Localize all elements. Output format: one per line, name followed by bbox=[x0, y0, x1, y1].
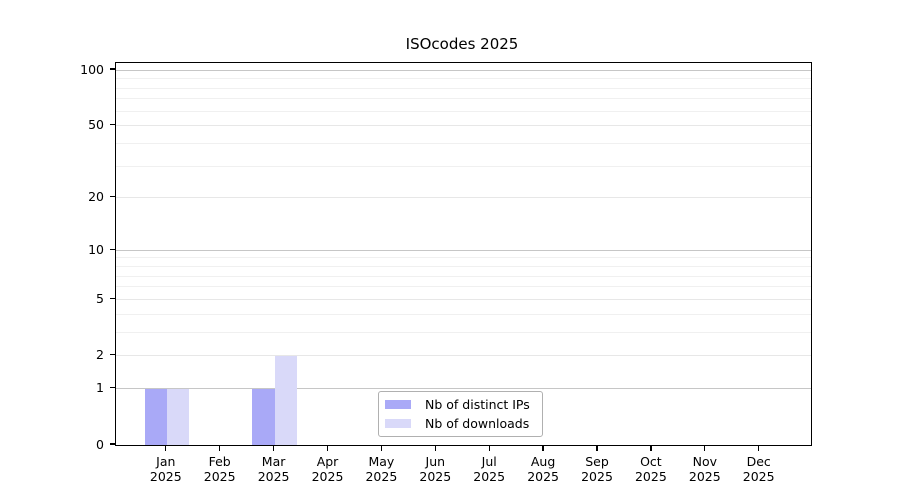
x-tick-month: Aug bbox=[530, 454, 556, 469]
y-gridline-minor bbox=[115, 286, 811, 288]
y-gridline-minor bbox=[115, 313, 811, 315]
x-tick-year: 2025 bbox=[365, 469, 398, 484]
legend-entry: Nb of distinct IPs bbox=[385, 397, 536, 412]
x-tick-mark bbox=[542, 445, 544, 451]
y-tick-mark bbox=[109, 123, 115, 126]
y-gridline-minor bbox=[115, 78, 811, 80]
y-tick-mark bbox=[109, 387, 115, 389]
x-tick-mark bbox=[272, 445, 275, 451]
x-tick-month: Jan bbox=[156, 454, 176, 469]
x-tick-month: Feb bbox=[208, 454, 231, 469]
x-tick-year: 2025 bbox=[311, 469, 344, 484]
plot-area bbox=[114, 61, 812, 446]
x-tick-year: 2025 bbox=[149, 469, 182, 484]
y-gridline bbox=[115, 69, 811, 71]
y-gridline-minor bbox=[115, 266, 811, 268]
x-tick-label-mar: Mar 2025 bbox=[242, 454, 306, 484]
y-tick-label: 50 bbox=[88, 117, 104, 133]
y-tick-label: 20 bbox=[88, 189, 104, 205]
x-tick-month: Nov bbox=[692, 454, 717, 469]
y-tick-mark bbox=[109, 297, 115, 300]
x-tick-month: Sep bbox=[585, 454, 609, 469]
legend-swatch bbox=[385, 399, 411, 409]
x-tick-mark bbox=[758, 445, 760, 451]
y-tick-mark bbox=[109, 248, 115, 250]
x-tick-mark bbox=[704, 445, 706, 451]
x-tick-label-sep: Sep 2025 bbox=[565, 454, 629, 484]
x-tick-mark bbox=[434, 445, 436, 451]
x-tick-mark bbox=[219, 445, 221, 451]
x-tick-label-jun: Jun 2025 bbox=[403, 454, 467, 484]
chart-title: ISOcodes 2025 bbox=[405, 35, 519, 53]
y-tick-label: 1 bbox=[96, 380, 104, 396]
x-tick-mark bbox=[380, 445, 383, 451]
bar-nb-of-distinct-ips-mar bbox=[252, 388, 275, 445]
y-gridline bbox=[115, 197, 811, 199]
x-tick-label-aug: Aug 2025 bbox=[511, 454, 575, 484]
y-tick-label: 5 bbox=[96, 290, 104, 306]
y-gridline-minor bbox=[115, 275, 811, 277]
y-gridline-minor bbox=[115, 142, 811, 144]
x-tick-mark bbox=[650, 445, 652, 451]
legend-swatch bbox=[385, 418, 411, 428]
x-tick-label-dec: Dec 2025 bbox=[727, 454, 791, 484]
x-tick-label-oct: Oct 2025 bbox=[619, 454, 683, 484]
x-tick-label-apr: Apr 2025 bbox=[296, 454, 360, 484]
x-tick-year: 2025 bbox=[527, 469, 559, 484]
x-tick-year: 2025 bbox=[688, 469, 721, 484]
bar-nb-of-distinct-ips-jan bbox=[144, 388, 167, 445]
bar-nb-of-downloads-mar bbox=[274, 355, 297, 445]
x-tick-month: Apr bbox=[316, 454, 339, 469]
x-tick-month: Jul bbox=[481, 454, 497, 469]
y-gridline bbox=[115, 125, 811, 127]
x-tick-label-jan: Jan 2025 bbox=[134, 454, 198, 484]
x-tick-month: May bbox=[368, 454, 395, 469]
y-gridline-minor bbox=[115, 110, 811, 112]
y-tick-label: 10 bbox=[88, 241, 104, 257]
x-tick-month: Mar bbox=[261, 454, 286, 469]
x-tick-mark bbox=[488, 445, 490, 451]
x-tick-label-may: May 2025 bbox=[349, 454, 413, 484]
legend-label: Nb of distinct IPs bbox=[425, 396, 530, 412]
x-tick-month: Oct bbox=[640, 454, 662, 469]
legend: Nb of distinct IPs Nb of downloads bbox=[378, 390, 543, 437]
x-tick-year: 2025 bbox=[581, 469, 613, 484]
y-gridline bbox=[115, 388, 811, 390]
y-tick-mark bbox=[109, 354, 115, 356]
legend-label: Nb of downloads bbox=[425, 415, 530, 431]
x-tick-year: 2025 bbox=[257, 469, 290, 484]
x-tick-mark bbox=[165, 445, 167, 451]
y-gridline-minor bbox=[115, 331, 811, 333]
y-gridline bbox=[115, 249, 811, 251]
y-gridline-minor bbox=[115, 257, 811, 259]
x-tick-month: Dec bbox=[746, 454, 771, 469]
y-tick-mark bbox=[109, 196, 115, 198]
x-tick-label-jul: Jul 2025 bbox=[457, 454, 521, 484]
bar-nb-of-downloads-jan bbox=[166, 388, 190, 445]
y-tick-label: 0 bbox=[96, 436, 104, 452]
x-tick-mark bbox=[596, 445, 598, 451]
y-gridline-minor bbox=[115, 165, 811, 167]
x-tick-label-nov: Nov 2025 bbox=[673, 454, 737, 484]
x-tick-label-feb: Feb 2025 bbox=[188, 454, 252, 484]
x-tick-year: 2025 bbox=[742, 469, 775, 484]
y-gridline bbox=[115, 298, 811, 300]
legend-entry: Nb of downloads bbox=[385, 416, 536, 431]
x-tick-year: 2025 bbox=[203, 469, 236, 484]
x-tick-year: 2025 bbox=[634, 469, 667, 484]
y-tick-label: 100 bbox=[80, 61, 104, 77]
y-gridline-minor bbox=[115, 98, 811, 100]
x-tick-mark bbox=[326, 445, 329, 451]
y-tick-label: 2 bbox=[96, 347, 104, 363]
x-tick-month: Jun bbox=[425, 454, 446, 469]
y-gridline bbox=[115, 355, 811, 357]
y-tick-mark bbox=[109, 443, 115, 445]
y-tick-mark bbox=[109, 68, 115, 70]
y-gridline-minor bbox=[115, 87, 811, 89]
x-tick-year: 2025 bbox=[473, 469, 506, 484]
x-tick-year: 2025 bbox=[419, 469, 452, 484]
